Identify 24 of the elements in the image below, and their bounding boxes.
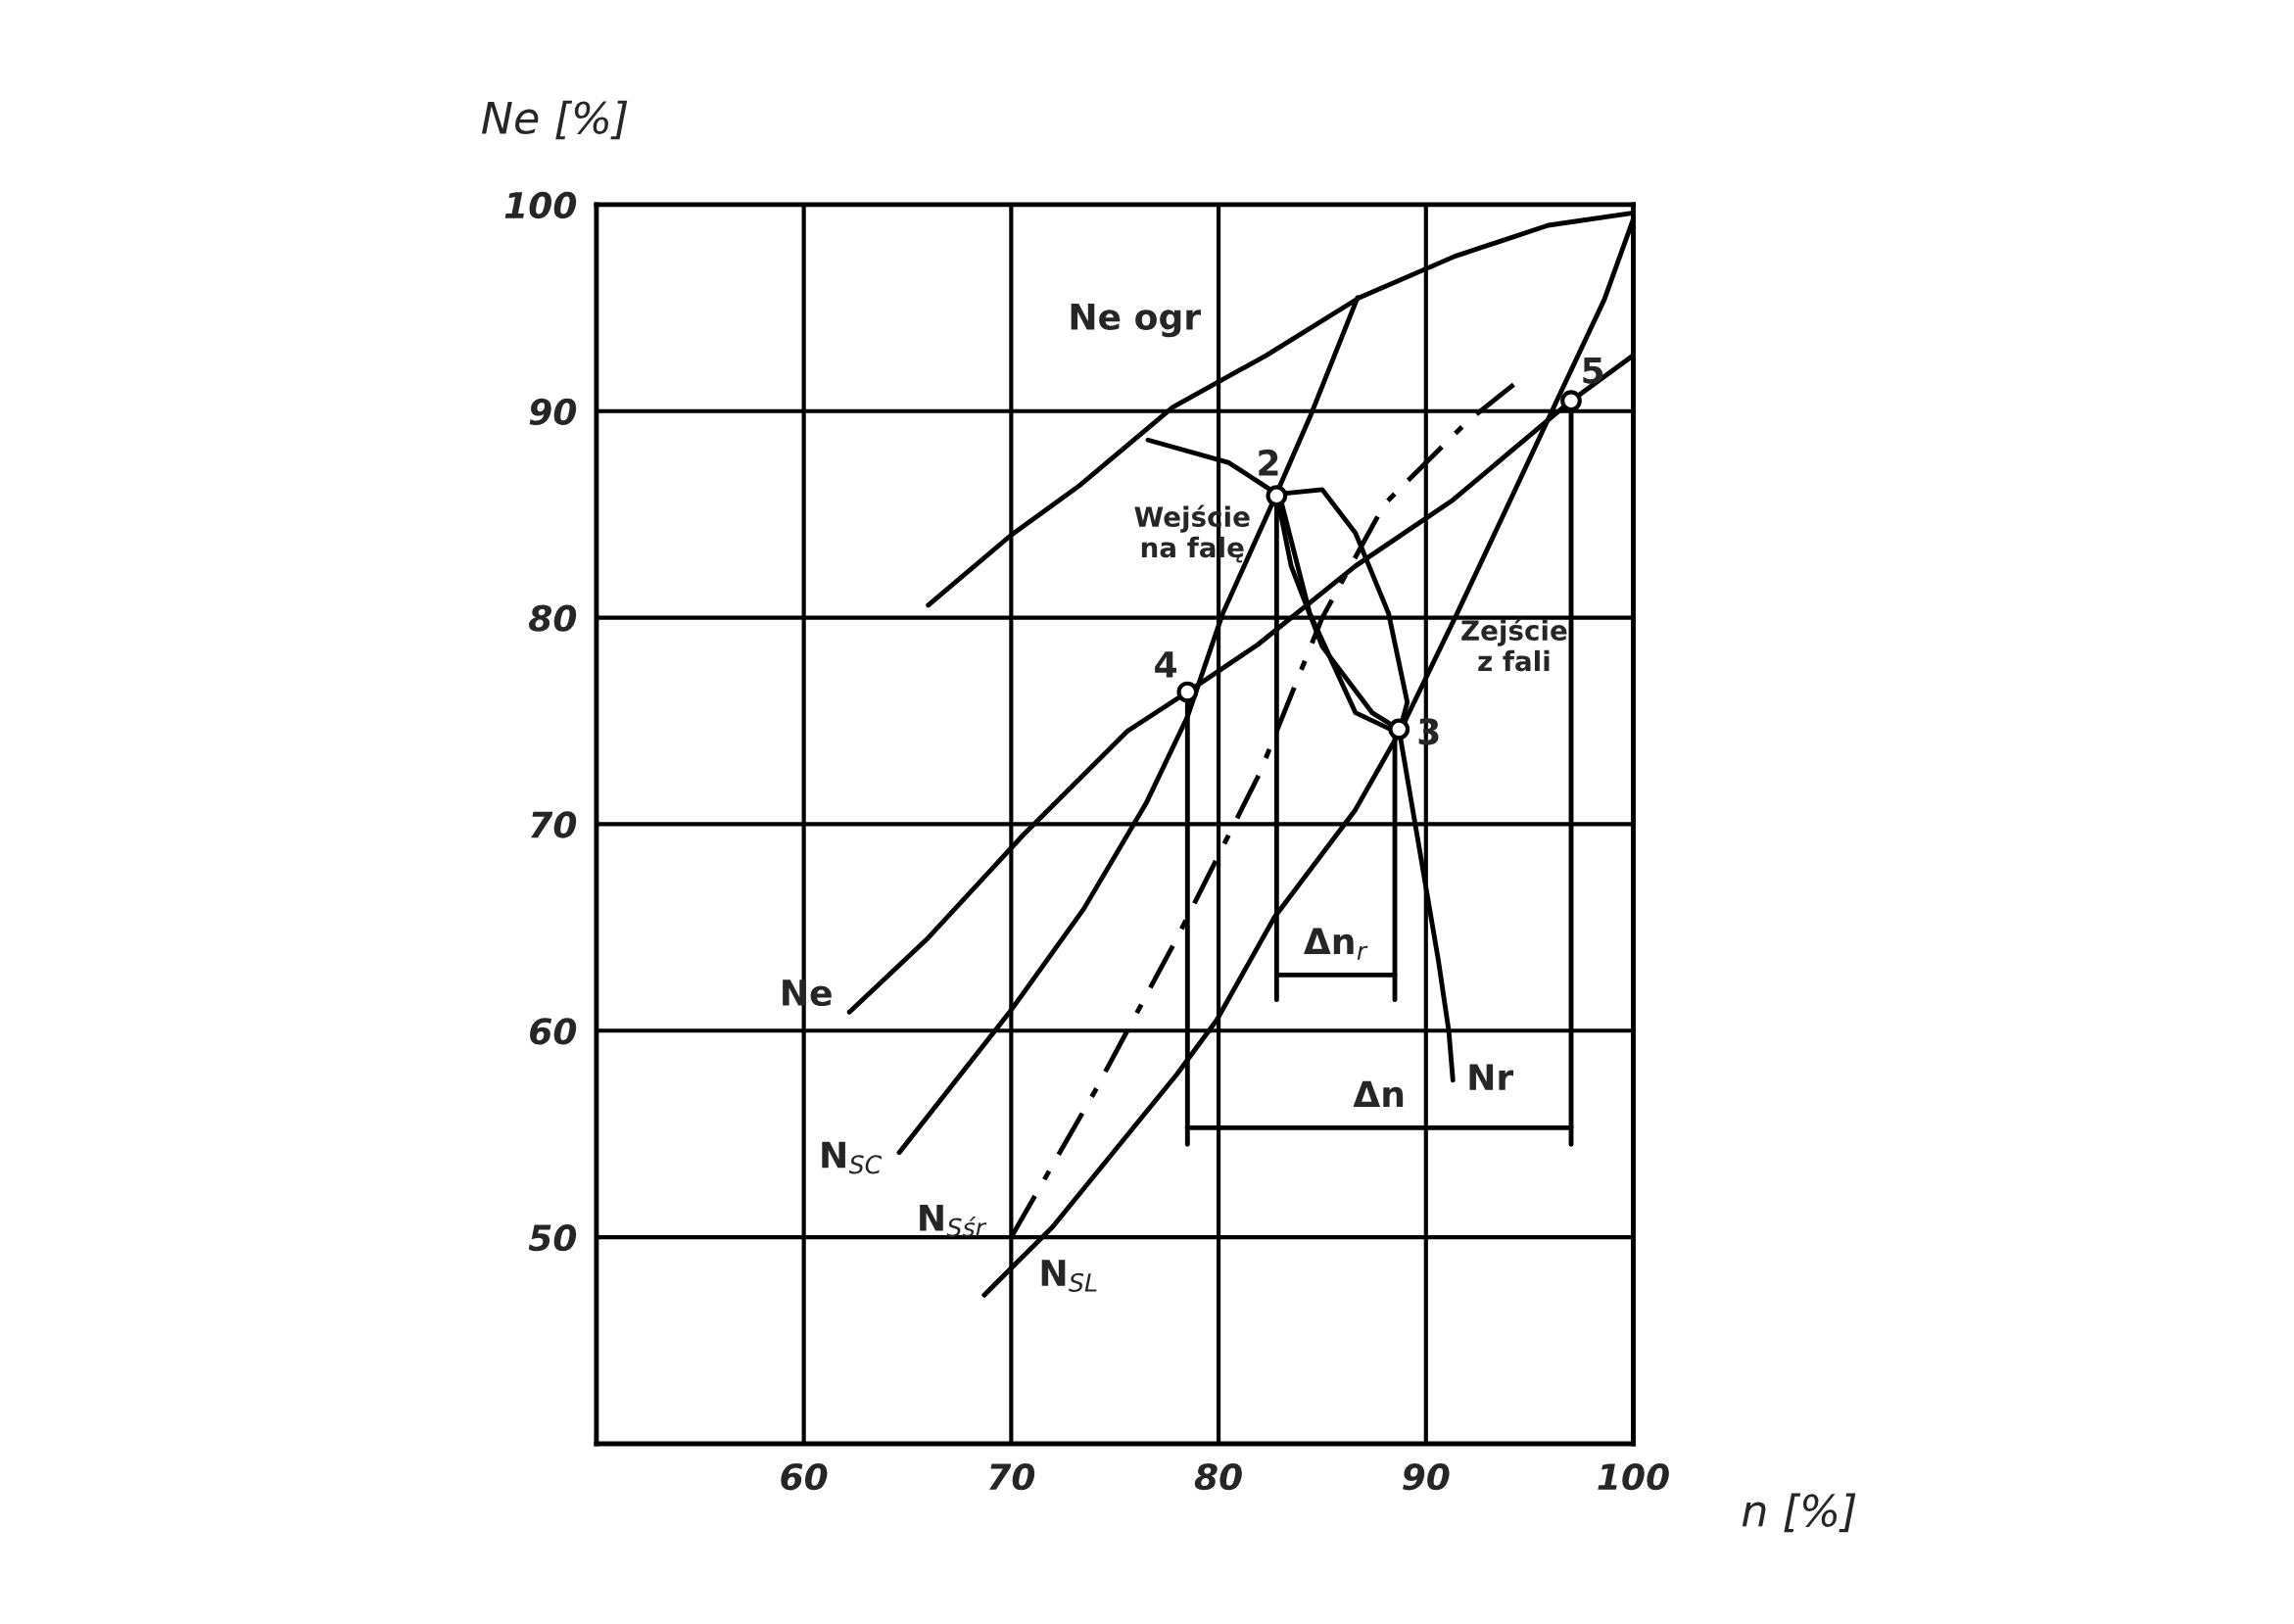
annotation: 4 (1155, 651, 1176, 678)
y-axis-title: Ne [%] (481, 100, 628, 140)
x-tick-label: 60 (781, 1463, 828, 1491)
annotation: Zejście z fali (1461, 618, 1567, 672)
y-tick-label: 90 (529, 398, 577, 426)
y-tick-label: 70 (531, 811, 577, 838)
series-label: N$_{SL}$ (1041, 1260, 1097, 1292)
y-tick-label: 50 (528, 1224, 577, 1252)
x-tick-label: 100 (1598, 1463, 1669, 1491)
series-label: N$_{SC}$ (822, 1141, 883, 1174)
series-label: Ne ogr (1071, 304, 1201, 338)
y-tick-label: 80 (529, 604, 577, 632)
series-label: Δn$_{r}$ (1304, 928, 1368, 960)
y-tick-label: 60 (530, 1018, 577, 1045)
y-tick-label: 100 (504, 191, 577, 219)
x-axis-title: n [%] (1742, 1493, 1856, 1533)
series-label: Nr (1469, 1064, 1514, 1090)
x-tick-label: 80 (1194, 1463, 1242, 1491)
x-tick-label: 90 (1403, 1463, 1450, 1491)
series-label: N$_{Sśr}$ (920, 1205, 987, 1237)
x-tick-label: 70 (989, 1463, 1035, 1491)
annotation: 2 (1259, 449, 1278, 476)
annotation: 5 (1583, 358, 1603, 384)
series-label: Δn (1353, 1080, 1404, 1107)
